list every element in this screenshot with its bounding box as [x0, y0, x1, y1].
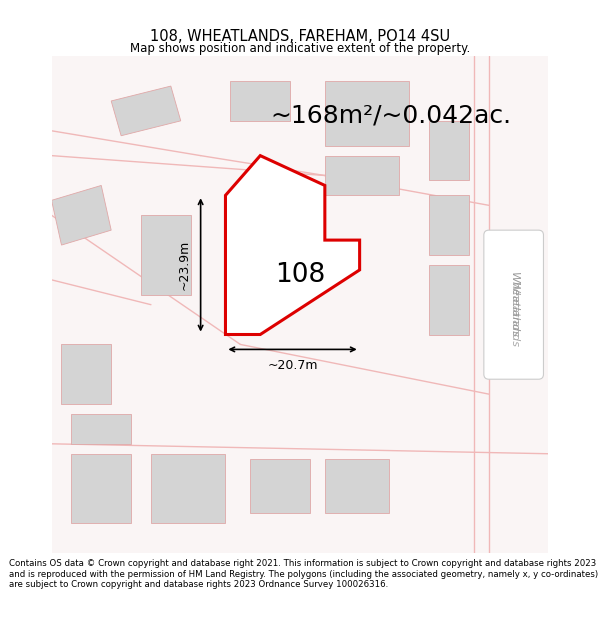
Polygon shape — [111, 86, 181, 136]
Polygon shape — [151, 454, 226, 523]
Polygon shape — [141, 215, 191, 295]
Text: Map shows position and indicative extent of the property.: Map shows position and indicative extent… — [130, 42, 470, 55]
Text: ~20.7m: ~20.7m — [267, 359, 318, 372]
Polygon shape — [429, 121, 469, 181]
Polygon shape — [71, 454, 131, 523]
Text: 108: 108 — [275, 262, 325, 288]
Polygon shape — [429, 196, 469, 255]
Polygon shape — [250, 459, 310, 513]
Polygon shape — [71, 414, 131, 444]
Text: Wheatlands: Wheatlands — [509, 272, 518, 338]
Polygon shape — [52, 186, 111, 245]
Polygon shape — [325, 156, 400, 196]
Polygon shape — [61, 344, 111, 404]
Text: ~23.9m: ~23.9m — [178, 240, 191, 290]
Polygon shape — [226, 156, 359, 334]
Text: ~168m²/~0.042ac.: ~168m²/~0.042ac. — [270, 104, 511, 128]
Polygon shape — [429, 265, 469, 334]
FancyBboxPatch shape — [484, 230, 544, 379]
Text: Wheatlands: Wheatlands — [509, 282, 518, 348]
Polygon shape — [325, 459, 389, 513]
Polygon shape — [230, 81, 290, 121]
Text: 108, WHEATLANDS, FAREHAM, PO14 4SU: 108, WHEATLANDS, FAREHAM, PO14 4SU — [150, 29, 450, 44]
Text: Contains OS data © Crown copyright and database right 2021. This information is : Contains OS data © Crown copyright and d… — [9, 559, 598, 589]
Polygon shape — [325, 81, 409, 146]
